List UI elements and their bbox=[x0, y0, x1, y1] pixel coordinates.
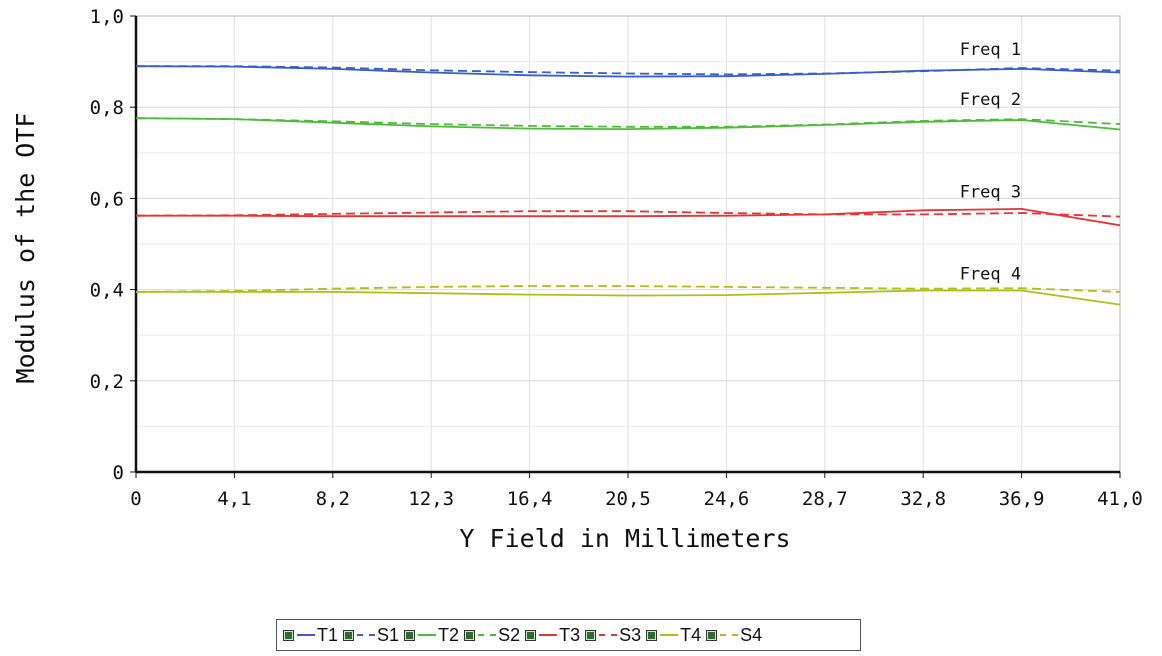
legend-label: T4 bbox=[680, 624, 702, 645]
legend-line-swatch bbox=[357, 634, 376, 636]
x-tick-label: 4,1 bbox=[217, 488, 251, 510]
series-line-t3 bbox=[136, 207, 1121, 227]
legend-label: S1 bbox=[377, 624, 400, 645]
tick-labels: 0 4,1 8,2 12,3 16,4 20,5 24,6 28,7 32,8 36,9 41,0 0… bbox=[90, 6, 1143, 510]
legend-line-swatch bbox=[418, 634, 437, 636]
legend-item-t2[interactable]: T2 bbox=[404, 625, 459, 646]
legend-label: T3 bbox=[559, 624, 581, 645]
checkbox-icon[interactable] bbox=[585, 629, 597, 641]
x-tick-label: 20,5 bbox=[605, 488, 651, 510]
legend-item-s2[interactable]: S2 bbox=[464, 625, 520, 646]
y-tick-label: 0,6 bbox=[90, 188, 124, 210]
checkbox-icon[interactable] bbox=[525, 629, 537, 641]
series-line-s1 bbox=[136, 65, 1121, 76]
series-line-s4 bbox=[135, 285, 1121, 293]
legend-line-swatch bbox=[660, 634, 679, 636]
annotation-freq-4: Freq 4 bbox=[960, 265, 1021, 285]
legend-item-t1[interactable]: T1 bbox=[283, 625, 338, 646]
x-axis-title: Y Field in Millimeters bbox=[459, 524, 790, 553]
legend-item-s4[interactable]: S4 bbox=[706, 625, 762, 646]
legend-label: S3 bbox=[619, 624, 642, 645]
annotations: Freq 1 Freq 2 Freq 3 Freq 4 bbox=[960, 40, 1021, 284]
x-tick-label: 32,8 bbox=[900, 488, 946, 510]
checkbox-icon[interactable] bbox=[646, 629, 658, 641]
legend-item-t3[interactable]: T3 bbox=[525, 625, 580, 646]
legend-label: S4 bbox=[740, 624, 763, 645]
legend-item-t4[interactable]: T4 bbox=[646, 625, 701, 646]
x-tick-label: 16,4 bbox=[507, 488, 553, 510]
y-tick-label: 1,0 bbox=[90, 6, 124, 28]
y-axis-title: Modulus of the OTF bbox=[11, 113, 40, 384]
grid bbox=[136, 15, 1120, 472]
otf-chart: Freq 1 Freq 2 Freq 3 Freq 4 0 4,1 8,2 12,3 16,4… bbox=[11, 6, 1143, 553]
annotation-freq-2: Freq 2 bbox=[960, 90, 1021, 110]
series-line-s2 bbox=[135, 117, 1121, 128]
legend-label: S2 bbox=[498, 624, 521, 645]
legend-item-s3[interactable]: S3 bbox=[585, 625, 641, 646]
legend-line-swatch bbox=[478, 634, 497, 636]
x-tick-label: 12,3 bbox=[408, 488, 454, 510]
annotation-freq-3: Freq 3 bbox=[960, 182, 1021, 202]
legend-line-swatch bbox=[297, 634, 315, 636]
axes bbox=[130, 15, 1121, 478]
y-tick-label: 0,8 bbox=[90, 97, 124, 119]
legend-line-swatch bbox=[599, 634, 618, 636]
x-tick-label: 41,0 bbox=[1097, 488, 1143, 510]
x-tick-label: 24,6 bbox=[704, 488, 750, 510]
legend: T1 S1 T2 S2 T3 S3 T4 S4 bbox=[276, 619, 861, 651]
checkbox-icon[interactable] bbox=[283, 629, 294, 641]
legend-line-swatch bbox=[539, 634, 558, 636]
legend-label: T2 bbox=[438, 624, 460, 645]
legend-line-swatch bbox=[720, 634, 739, 636]
x-tick-label: 28,7 bbox=[802, 488, 848, 510]
checkbox-icon[interactable] bbox=[464, 629, 476, 641]
y-tick-label: 0,2 bbox=[90, 371, 124, 393]
checkbox-icon[interactable] bbox=[706, 629, 718, 641]
x-tick-label: 0 bbox=[130, 488, 141, 510]
series-line-s3 bbox=[135, 210, 1121, 218]
series-line-t4 bbox=[136, 289, 1121, 306]
series-lines bbox=[135, 65, 1121, 306]
y-tick-label: 0 bbox=[113, 462, 124, 484]
x-tick-label: 36,9 bbox=[999, 488, 1045, 510]
y-tick-label: 0,4 bbox=[90, 280, 124, 302]
annotation-freq-1: Freq 1 bbox=[960, 40, 1021, 60]
checkbox-icon[interactable] bbox=[343, 629, 355, 641]
legend-item-s1[interactable]: S1 bbox=[343, 625, 399, 646]
legend-label: T1 bbox=[317, 624, 339, 645]
checkbox-icon[interactable] bbox=[404, 629, 416, 641]
x-tick-label: 8,2 bbox=[316, 488, 350, 510]
